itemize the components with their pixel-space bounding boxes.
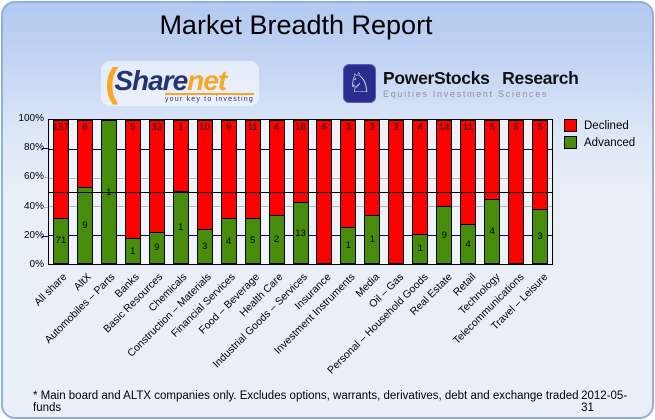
declined-count-label: 8	[82, 122, 88, 133]
segment-advanced	[197, 229, 212, 263]
legend-label: Declined	[584, 119, 629, 132]
powerstocks-subtitle: Equities Investment Sciences	[383, 89, 549, 99]
legend-swatch-Advanced	[564, 136, 577, 149]
sharenet-tagline: your key to investing	[164, 93, 254, 103]
advanced-count-label: 71	[55, 235, 67, 247]
powerstocks-logo: ♘ PowerStocks Research Equities Investme…	[343, 64, 579, 103]
declined-count-label: 5	[489, 122, 495, 133]
advanced-count-label: 9	[441, 229, 447, 241]
advanced-count-label: 4	[225, 235, 232, 247]
declined-count-label: 14	[438, 122, 450, 133]
advanced-count-label: 1	[130, 245, 136, 257]
sharenet-logo: (Sharenet your key to investing	[101, 61, 259, 106]
advanced-count-label: 4	[465, 238, 471, 250]
declined-count-label: 2	[369, 122, 375, 133]
y-axis-tick-60%: 60%	[23, 171, 44, 183]
advanced-count-label: 1	[369, 233, 375, 245]
segment-advanced	[269, 214, 284, 263]
legend-label: Advanced	[584, 136, 636, 149]
declined-count-label: 3	[345, 122, 352, 133]
sharenet-swoosh-icon: (	[105, 61, 119, 105]
segment-advanced	[365, 214, 380, 263]
advanced-count-label: 5	[249, 235, 256, 247]
y-axis-tick-40%: 40%	[23, 200, 44, 212]
declined-count-label: 11	[463, 122, 474, 133]
segment-advanced	[461, 224, 476, 263]
segment-advanced	[245, 217, 260, 263]
legend-item-Advanced: Advanced	[564, 136, 635, 149]
advanced-count-label: 3	[537, 230, 543, 242]
advanced-count-label: 1	[345, 239, 352, 251]
segment-advanced	[221, 218, 236, 263]
declined-count-label: 4	[417, 122, 423, 133]
declined-count-label: 4	[273, 122, 280, 133]
chart-legend: Declined Advanced	[564, 119, 635, 153]
sharenet-wordmark-net: net	[187, 65, 227, 96]
bar-row: 1577189151339111039411542181363121241149…	[49, 120, 552, 264]
declined-count-label: 157	[53, 122, 69, 133]
segment-advanced	[77, 186, 92, 263]
segment-advanced	[341, 226, 356, 263]
powerstocks-name: PowerStocks Research	[383, 68, 579, 88]
declined-count-label: 9	[225, 122, 232, 133]
y-axis-tickmark	[42, 235, 48, 237]
segment-advanced	[149, 231, 164, 263]
y-axis-tick-0%: 0%	[29, 259, 44, 270]
y-axis-tick-100%: 100%	[18, 113, 44, 124]
legend-item-Declined: Declined	[564, 119, 635, 132]
segment-advanced	[413, 233, 428, 263]
declined-count-label: 1	[178, 122, 184, 133]
declined-count-label: 10	[199, 122, 210, 133]
declined-count-label: 2	[393, 122, 399, 133]
y-axis-tickmark	[42, 148, 48, 150]
segment-advanced	[533, 208, 548, 263]
advanced-count-label: 9	[82, 219, 88, 231]
sharenet-wordmark: Share	[114, 65, 188, 96]
declined-count-label: 5	[537, 122, 543, 133]
segment-advanced	[485, 198, 500, 263]
advanced-count-label: 3	[202, 241, 208, 253]
declined-count-label: 6	[321, 122, 328, 133]
declined-count-label: 5	[513, 122, 519, 133]
y-axis-tickmark	[42, 177, 48, 179]
segment-advanced	[173, 191, 188, 263]
segment-advanced	[293, 202, 308, 263]
page-title: Market Breadth Report	[159, 10, 433, 40]
segment-advanced	[437, 206, 452, 263]
advanced-count-label: 1	[178, 222, 184, 233]
y-axis-tickmark	[42, 206, 48, 208]
declined-count-label: 33	[151, 122, 163, 133]
advanced-count-label: 9	[154, 242, 160, 254]
advanced-count-label: 4	[489, 225, 495, 237]
segment-advanced	[53, 217, 68, 263]
report-date: 2012-05-31	[581, 390, 628, 414]
advanced-count-label: 2	[273, 233, 280, 245]
breadth-chart-plot: 1577189151339111039411542181363121241149…	[48, 119, 553, 265]
segment-advanced	[125, 238, 140, 263]
advanced-count-label: 13	[295, 227, 306, 239]
footnote: * Main board and ALTX companies only. Ex…	[33, 390, 579, 414]
chess-knight-icon: ♘	[343, 64, 376, 103]
y-axis-tick-80%: 80%	[23, 142, 44, 154]
advanced-count-label: 1	[417, 243, 423, 255]
declined-count-label: 11	[247, 122, 258, 133]
reference-line-50pct	[49, 192, 552, 193]
declined-count-label: 5	[130, 122, 136, 133]
declined-count-label: 18	[295, 122, 306, 133]
y-axis-tick-20%: 20%	[23, 229, 44, 241]
report-footer: * Main board and ALTX companies only. Ex…	[33, 390, 637, 414]
legend-swatch-Declined	[564, 119, 577, 132]
x-axis-label-All share: All share	[32, 271, 70, 309]
